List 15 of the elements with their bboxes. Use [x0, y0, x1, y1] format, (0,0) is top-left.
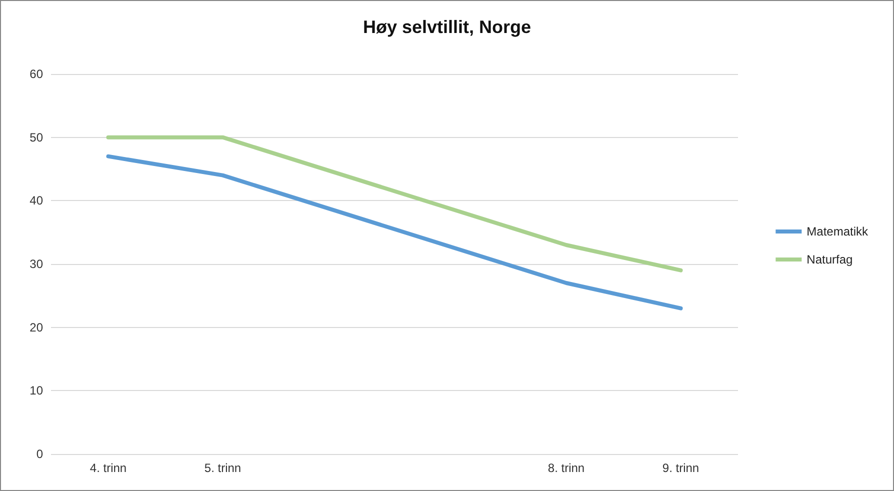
x-tick-label: 5. trinn: [204, 461, 242, 475]
y-tick-label: 10: [30, 384, 44, 398]
x-tick-label: 8. trinn: [548, 461, 585, 475]
y-tick-label: 30: [30, 257, 44, 271]
chart-title: Høy selvtillit, Norge: [362, 17, 532, 37]
x-tick-label: 9. trinn: [662, 461, 700, 475]
y-tick-label: 40: [30, 194, 44, 208]
y-tick-label: 50: [30, 130, 44, 144]
legend-label: Matematikk: [806, 224, 869, 238]
y-tick-label: 60: [30, 67, 44, 81]
legend-label: Naturfag: [806, 252, 853, 266]
y-tick-label: 20: [30, 320, 44, 334]
line-series: [106, 154, 683, 310]
x-tick-label: 4. trinn: [90, 461, 127, 475]
y-tick-label: 0: [36, 447, 44, 461]
